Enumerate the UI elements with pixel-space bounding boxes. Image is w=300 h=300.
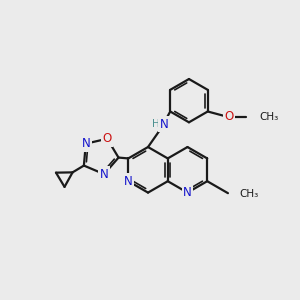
Text: H: H bbox=[152, 119, 160, 129]
Text: N: N bbox=[124, 175, 133, 188]
Text: CH₃: CH₃ bbox=[260, 112, 279, 122]
Text: O: O bbox=[225, 110, 234, 123]
Text: N: N bbox=[183, 186, 192, 199]
Text: N: N bbox=[160, 118, 168, 131]
Text: N: N bbox=[81, 137, 90, 150]
Text: N: N bbox=[100, 168, 109, 181]
Text: O: O bbox=[103, 132, 112, 145]
Text: CH₃: CH₃ bbox=[240, 189, 259, 199]
